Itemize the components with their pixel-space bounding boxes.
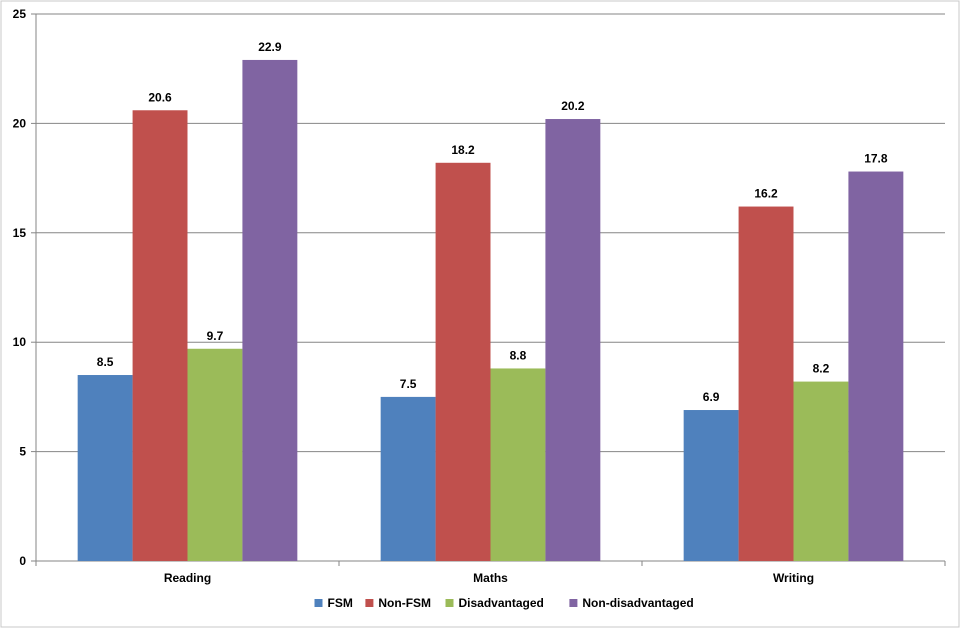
y-tick-label: 5: [19, 445, 26, 459]
legend[interactable]: FSM Non-FSM Disadvantaged Non-disadvantaged: [314, 596, 694, 610]
bar-fsm-maths: [380, 396, 436, 561]
bar-fsm-writing: [683, 410, 739, 561]
data-label: 16.2: [754, 187, 778, 201]
data-label: 18.2: [451, 143, 475, 157]
legend-swatch-disadvantaged[interactable]: [445, 599, 454, 607]
data-label: 20.2: [561, 99, 585, 113]
x-tick-label: Writing: [773, 571, 814, 585]
legend-swatch-fsm[interactable]: [314, 599, 323, 607]
legend-label-fsm[interactable]: FSM: [328, 596, 353, 610]
bar-disadvantaged-writing: [793, 381, 849, 561]
bar-fsm-reading: [77, 375, 133, 561]
x-tick-label: Reading: [164, 571, 211, 585]
x-tick-label: Maths: [473, 571, 508, 585]
bar-disadvantaged-maths: [490, 368, 546, 561]
legend-label-non-fsm[interactable]: Non-FSM: [378, 596, 431, 610]
data-label: 8.8: [510, 348, 527, 362]
bar-non-disadvantaged-maths: [545, 119, 601, 562]
y-tick-label: 10: [13, 335, 27, 349]
bars: [77, 59, 904, 562]
legend-label-disadvantaged[interactable]: Disadvantaged: [459, 596, 544, 610]
bar-non-disadvantaged-writing: [848, 171, 904, 561]
data-labels: 8.5 20.6 9.7 22.9 7.5 18.2 8.8 20.2 6.9 16.2 8.2 17…: [97, 40, 888, 404]
bar-non-fsm-maths: [435, 162, 491, 561]
legend-swatch-non-fsm[interactable]: [365, 599, 374, 607]
bar-non-fsm-reading: [132, 110, 188, 561]
data-label: 8.5: [97, 355, 114, 369]
bar-disadvantaged-reading: [187, 348, 243, 561]
data-label: 8.2: [813, 362, 830, 376]
bar-non-disadvantaged-reading: [242, 59, 298, 562]
data-label: 17.8: [864, 152, 888, 166]
y-tick-label: 25: [13, 7, 27, 21]
y-tick-label: 15: [13, 226, 27, 240]
data-label: 22.9: [258, 40, 282, 54]
legend-label-non-disadvantaged[interactable]: Non-disadvantaged: [582, 596, 693, 610]
data-label: 7.5: [400, 377, 417, 391]
data-label: 6.9: [703, 390, 720, 404]
y-tick-label: 0: [19, 554, 26, 568]
data-label: 20.6: [148, 90, 172, 104]
data-label: 9.7: [207, 329, 224, 343]
bar-non-fsm-writing: [738, 206, 794, 561]
y-tick-label: 20: [13, 116, 27, 130]
legend-swatch-non-disadvantaged[interactable]: [569, 599, 578, 607]
